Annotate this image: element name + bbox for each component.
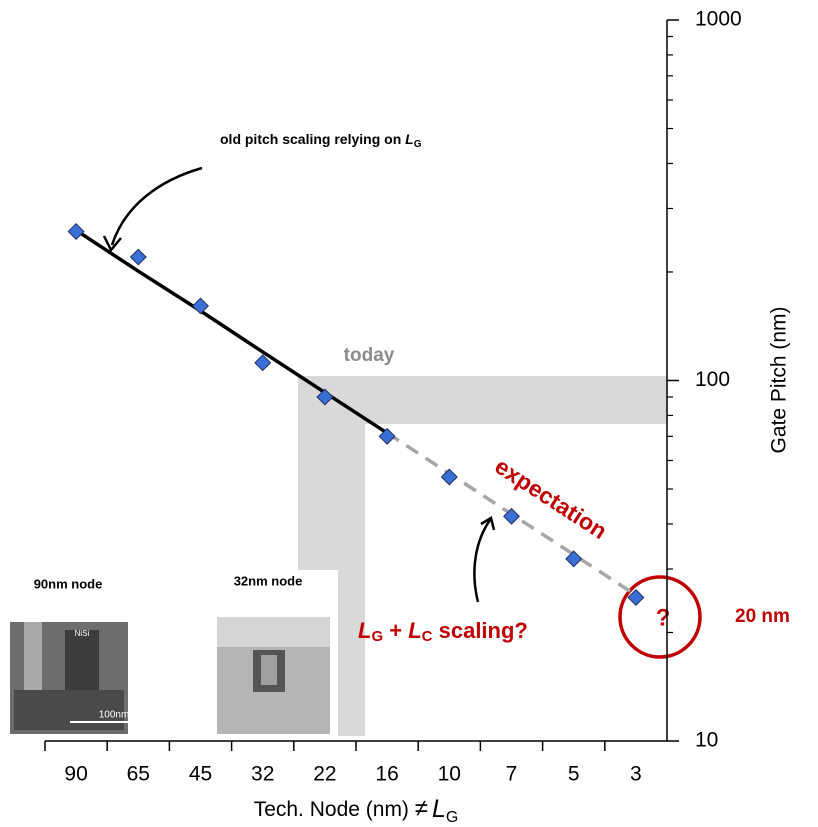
annotation-text: G	[414, 139, 422, 150]
annotation: old pitch scaling relying on LG	[220, 131, 422, 150]
annotation-text: L	[405, 131, 414, 147]
annotation: 20 nm	[735, 606, 790, 627]
x-tick-label: 32	[251, 763, 274, 786]
x-axis-title: Tech. Node (nm) ≠LG	[254, 795, 459, 827]
x-tick-label: 90	[64, 763, 87, 786]
x-tick-label: 45	[189, 763, 212, 786]
y-tick-label: 10	[695, 729, 718, 752]
y-tick-label: 1000	[695, 8, 742, 31]
annotation-text: scaling?	[433, 618, 528, 643]
y-axis-title: Gate Pitch (nm)	[768, 306, 791, 453]
annotation-text: old pitch scaling relying on	[220, 131, 405, 147]
image-text: NiSi	[75, 629, 90, 638]
page: {"chart_data": { "type": "scatter", "cat…	[0, 0, 818, 827]
data-point	[193, 298, 209, 314]
annotation-text: L	[358, 618, 371, 643]
data-point	[68, 224, 84, 240]
x-axis-title-text: Tech. Node (nm)	[254, 798, 415, 821]
arrow	[112, 168, 202, 245]
x-tick-label: 65	[127, 763, 150, 786]
x-axis-title-text: L	[432, 795, 446, 823]
arrow	[474, 520, 490, 602]
x-tick-label: 16	[375, 763, 398, 786]
data-point	[442, 469, 458, 485]
x-tick-label: 10	[438, 763, 461, 786]
chart: today 90nm node NiSi 100nm 32nm node old…	[0, 0, 818, 827]
tem-image-part	[65, 630, 99, 690]
annotation-text: +	[383, 618, 408, 643]
annotation: expectation	[490, 453, 611, 544]
today-label: today	[344, 345, 395, 366]
x-tick-label: 22	[313, 763, 336, 786]
image-text: 100nm	[99, 710, 130, 721]
annotation: ?	[656, 604, 671, 631]
annotation-text: G	[371, 628, 383, 645]
y-tick-label: 100	[695, 368, 730, 391]
data-point	[131, 249, 147, 265]
tem-image-part	[217, 617, 330, 647]
annotation: LG + LC scaling?	[358, 618, 528, 645]
annotation-text: L	[408, 618, 421, 643]
tem-image-part	[261, 655, 277, 685]
x-axis-title-text: G	[446, 809, 458, 826]
annotation-text: C	[422, 628, 433, 645]
image-label: 32nm node	[234, 573, 303, 588]
trend-line	[76, 230, 387, 433]
data-point	[566, 551, 582, 567]
x-axis-title-text: ≠	[415, 795, 428, 822]
image-label: 90nm node	[34, 576, 103, 591]
x-tick-label: 3	[630, 763, 642, 786]
x-tick-label: 5	[568, 763, 580, 786]
x-tick-label: 7	[506, 763, 518, 786]
